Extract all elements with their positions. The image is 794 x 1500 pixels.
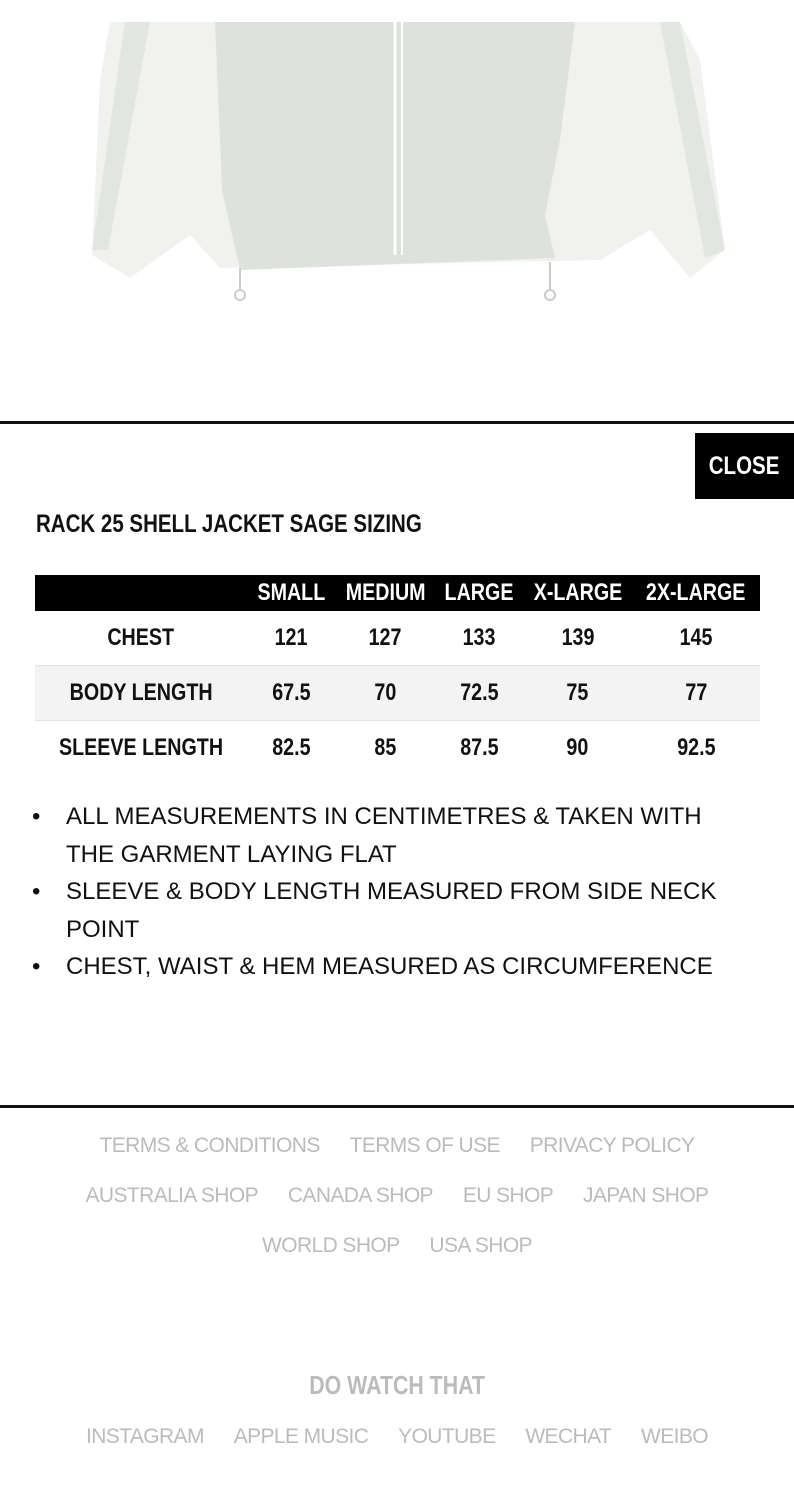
cell: 72.5	[434, 665, 524, 721]
footer-divider	[0, 1105, 794, 1108]
cell: 133	[462, 624, 496, 651]
sizing-title: RACK 25 SHELL JACKET SAGE SIZING	[36, 510, 422, 538]
link-wechat[interactable]: WECHAT	[525, 1425, 612, 1448]
size-table: SMALL MEDIUM LARGE X-LARGE 2X-LARGE CHES…	[35, 575, 760, 775]
header-2x-large: 2X-LARGE	[631, 575, 760, 611]
header-small: SMALL	[246, 575, 336, 611]
jacket-product-image	[92, 22, 725, 301]
link-weibo[interactable]: WEIBO	[641, 1425, 709, 1448]
link-apple-music[interactable]: APPLE MUSIC	[233, 1425, 369, 1448]
header-medium: MEDIUM	[335, 575, 435, 611]
link-world-shop[interactable]: WORLD SHOP	[262, 1234, 400, 1257]
footer-brand: DO WATCH THAT	[309, 1370, 485, 1400]
table-row-chest: CHEST 121 127 133 139 145	[35, 611, 760, 666]
link-eu-shop[interactable]: EU SHOP	[462, 1184, 554, 1207]
link-australia-shop[interactable]: AUSTRALIA SHOP	[85, 1184, 259, 1207]
modal-top-divider	[0, 421, 794, 424]
cell: 92.5	[676, 734, 716, 761]
row-label: SLEEVE LENGTH	[58, 734, 223, 761]
size-table-header: SMALL MEDIUM LARGE X-LARGE 2X-LARGE	[35, 575, 760, 611]
cell: 121	[274, 624, 308, 651]
footer-shop-links-2: WORLD SHOP USA SHOP	[0, 1234, 794, 1258]
link-privacy-policy[interactable]: PRIVACY POLICY	[529, 1134, 695, 1157]
table-row-sleeve-length: SLEEVE LENGTH 82.5 85 87.5 90 92.5	[35, 721, 760, 776]
cell: 139	[561, 624, 595, 651]
footer-legal-links: TERMS & CONDITIONS TERMS OF USE PRIVACY …	[0, 1134, 794, 1158]
row-label: CHEST	[107, 624, 175, 651]
cell: 127	[368, 624, 402, 651]
link-instagram[interactable]: INSTAGRAM	[85, 1425, 204, 1448]
measurement-notes: ALL MEASUREMENTS IN CENTIMETRES & TAKEN …	[32, 798, 752, 986]
cell: 90	[566, 734, 589, 761]
cell: 87.5	[460, 734, 499, 761]
table-row-body-length: BODY LENGTH 67.5 70 72.5 75 77	[35, 665, 760, 721]
note-item: CHEST, WAIST & HEM MEASURED AS CIRCUMFER…	[32, 948, 752, 986]
note-item: SLEEVE & BODY LENGTH MEASURED FROM SIDE …	[32, 873, 752, 948]
link-terms-conditions[interactable]: TERMS & CONDITIONS	[99, 1134, 321, 1157]
cell: 85	[374, 734, 397, 761]
cell: 75	[523, 665, 632, 721]
header-blank	[35, 575, 247, 611]
row-label: BODY LENGTH	[35, 665, 247, 721]
link-canada-shop[interactable]: CANADA SHOP	[287, 1184, 434, 1207]
close-button[interactable]: CLOSE	[695, 433, 794, 499]
link-terms-of-use[interactable]: TERMS OF USE	[349, 1134, 501, 1157]
close-label: CLOSE	[709, 451, 780, 480]
link-usa-shop[interactable]: USA SHOP	[429, 1234, 532, 1257]
header-large: LARGE	[434, 575, 524, 611]
cell: 82.5	[272, 734, 311, 761]
cell: 70	[335, 665, 435, 721]
link-japan-shop[interactable]: JAPAN SHOP	[582, 1184, 709, 1207]
note-item: ALL MEASUREMENTS IN CENTIMETRES & TAKEN …	[32, 798, 752, 873]
link-youtube[interactable]: YOUTUBE	[398, 1425, 496, 1448]
cell: 67.5	[246, 665, 336, 721]
footer-shop-links: AUSTRALIA SHOP CANADA SHOP EU SHOP JAPAN…	[0, 1184, 794, 1208]
cell: 145	[679, 624, 713, 651]
cell: 77	[631, 665, 760, 721]
header-x-large: X-LARGE	[523, 575, 632, 611]
footer-social-links: INSTAGRAM APPLE MUSIC YOUTUBE WECHAT WEI…	[0, 1425, 794, 1449]
